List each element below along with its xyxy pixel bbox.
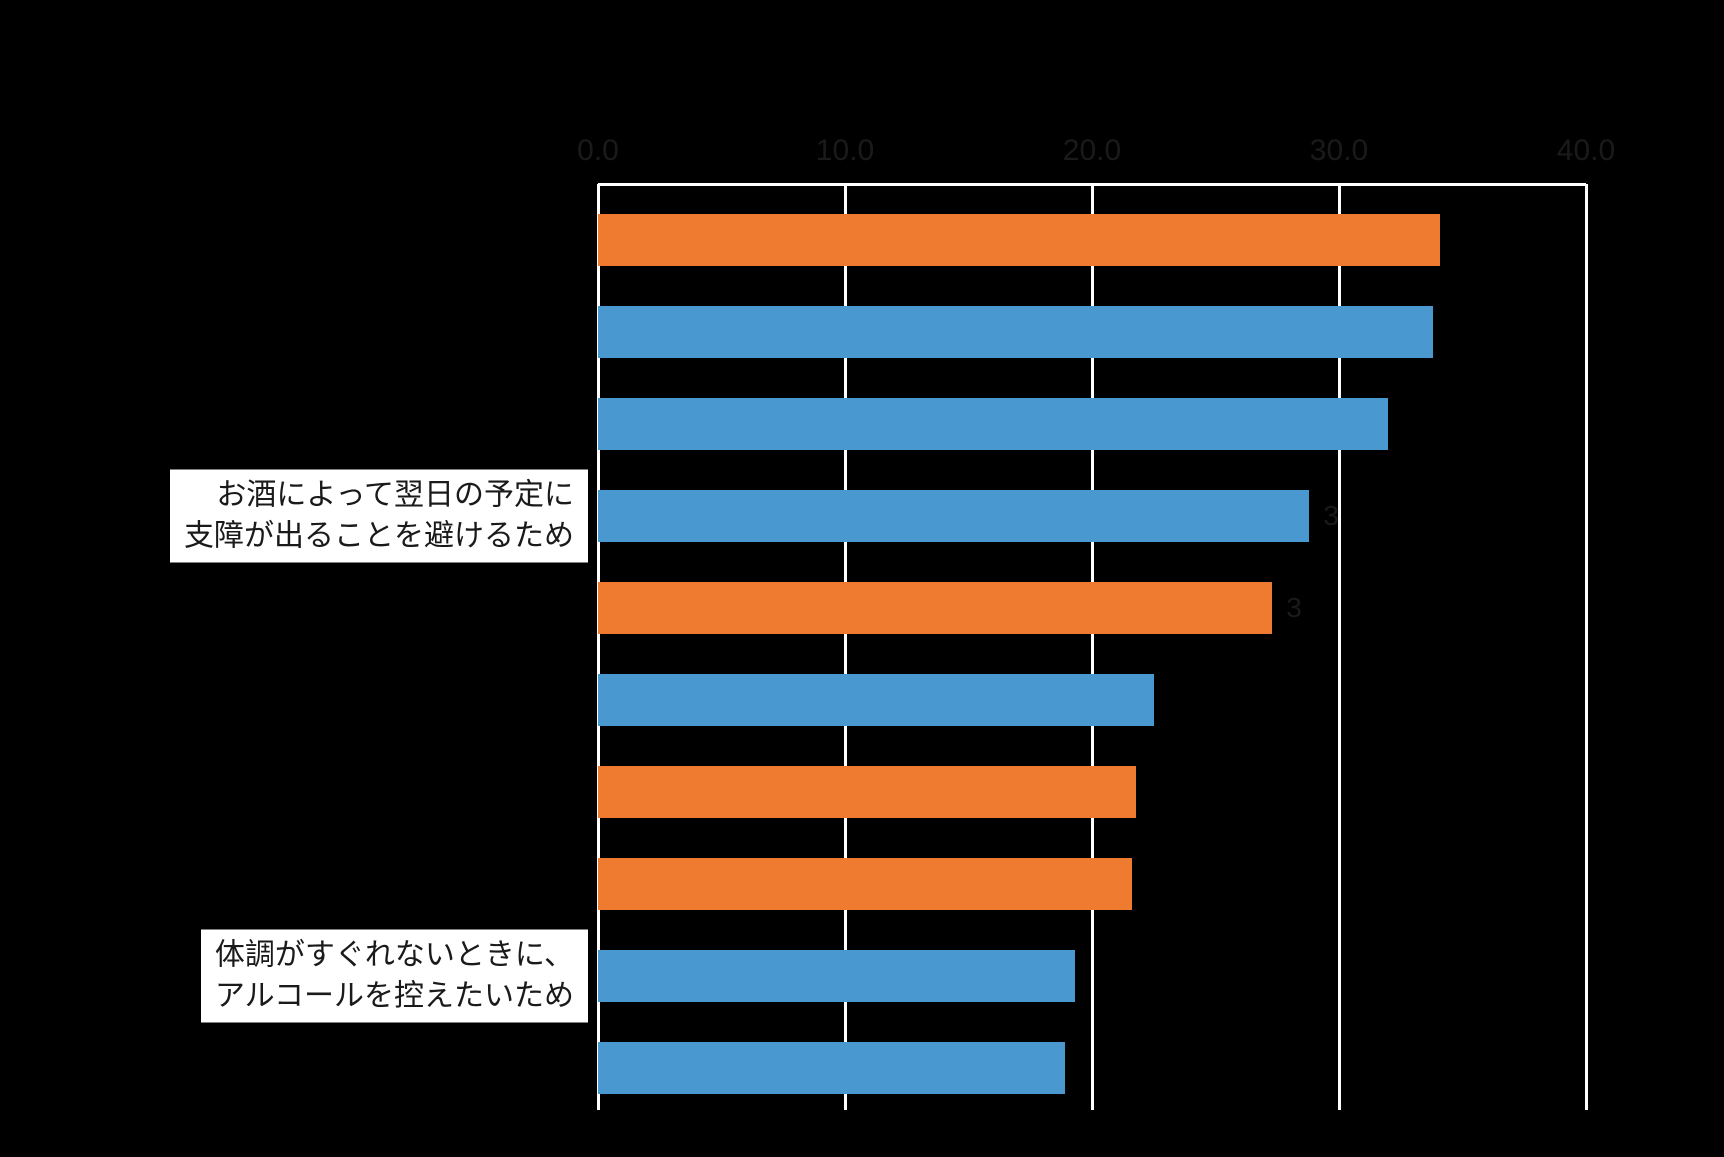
x-axis-tick-label: 40.0 — [1557, 134, 1615, 168]
grid-line-vertical — [1585, 184, 1588, 1110]
bar-value-fragment: 3 — [1286, 592, 1302, 624]
category-label-line: お酒によって翌日の予定に — [184, 476, 574, 517]
category-label: お酒によって翌日の予定に支障が出ることを避けるため — [170, 470, 588, 563]
plot-top-border — [598, 183, 1586, 186]
bar — [598, 950, 1075, 1002]
category-label: 体調がすぐれないときに、アルコールを控えたいため — [201, 930, 588, 1023]
bar — [598, 858, 1132, 910]
category-label-line: 体調がすぐれないときに、 — [215, 936, 574, 977]
x-axis-tick-label: 30.0 — [1310, 134, 1368, 168]
category-label-line: 支障が出ることを避けるため — [184, 516, 574, 557]
bar — [598, 1042, 1065, 1094]
bar — [598, 766, 1136, 818]
bar — [598, 490, 1309, 542]
x-axis-tick-label: 0.0 — [577, 134, 619, 168]
bar-value-fragment: 3 — [1323, 500, 1339, 532]
chart-frame: 0.0 10.0 20.0 30.0 40.0 お酒によって翌日の予定に支障が出ることを避… — [0, 0, 1724, 1157]
bar — [598, 306, 1433, 358]
x-axis-tick-label: 10.0 — [816, 134, 874, 168]
category-label-line: アルコールを控えたいため — [215, 976, 574, 1017]
bar — [598, 674, 1154, 726]
x-axis-tick-label: 20.0 — [1063, 134, 1121, 168]
bar — [598, 398, 1388, 450]
bar — [598, 582, 1272, 634]
bar — [598, 214, 1440, 266]
